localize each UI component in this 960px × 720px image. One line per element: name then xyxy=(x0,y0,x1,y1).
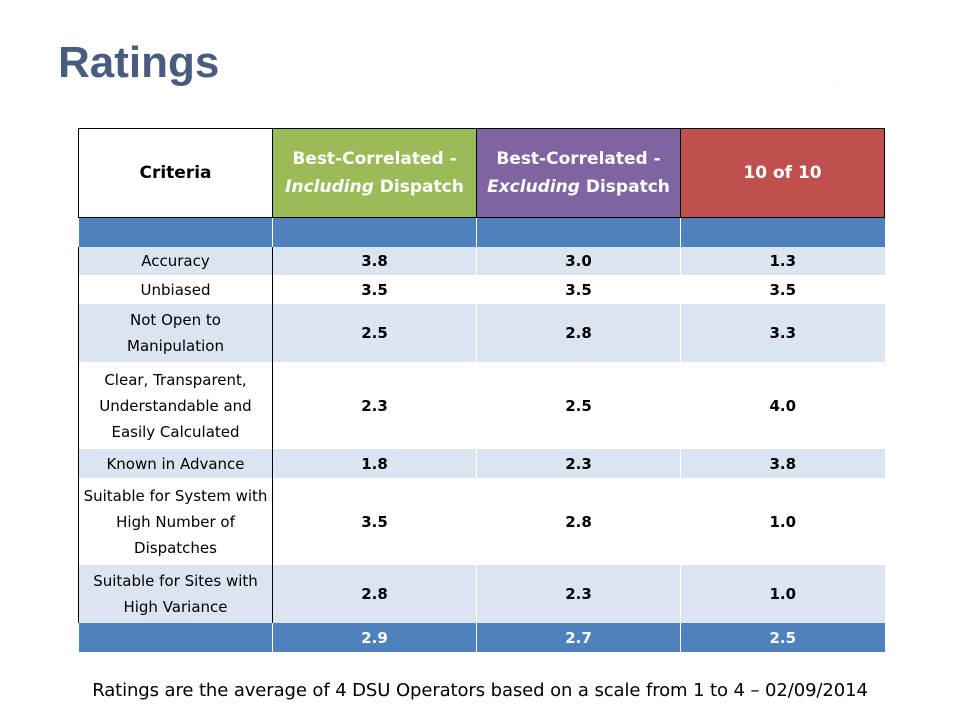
band-cell xyxy=(476,217,681,247)
band-cell xyxy=(78,217,273,247)
header-ten-of-ten: 10 of 10 xyxy=(680,128,885,218)
including-value: 3.5 xyxy=(272,275,477,304)
header-excluding-dispatch: Best-Correlated - Excluding Dispatch xyxy=(476,128,681,218)
header-including-line1: Best-Correlated - xyxy=(292,149,457,169)
criteria-cell: Not Open to Manipulation xyxy=(78,304,273,362)
criteria-cell: Suitable for Sites with High Variance xyxy=(78,565,273,623)
totals-row: 2.9 2.7 2.5 xyxy=(78,623,885,652)
header-excluding-italic: Excluding xyxy=(487,177,580,197)
excluding-value: 2.3 xyxy=(476,565,681,623)
blue-band-row xyxy=(78,217,885,247)
table-row: Accuracy 3.8 3.0 1.3 xyxy=(78,247,885,275)
band-cell xyxy=(680,217,885,247)
ten-value: 3.5 xyxy=(680,275,885,304)
ten-value: 4.0 xyxy=(680,362,885,449)
header-excluding-line1: Best-Correlated - xyxy=(496,149,661,169)
ten-total: 2.5 xyxy=(680,623,885,652)
excluding-value: 2.8 xyxy=(476,478,681,565)
including-value: 2.5 xyxy=(272,304,477,362)
table-row: Known in Advance 1.8 2.3 3.8 xyxy=(78,449,885,478)
including-value: 3.5 xyxy=(272,478,477,565)
table-row: Suitable for System with High Number of … xyxy=(78,478,885,565)
including-value: 2.8 xyxy=(272,565,477,623)
table-row: Clear, Transparent, Understandable and E… xyxy=(78,362,885,449)
including-value: 1.8 xyxy=(272,449,477,478)
ten-value: 3.3 xyxy=(680,304,885,362)
excluding-total: 2.7 xyxy=(476,623,681,652)
including-value: 3.8 xyxy=(272,247,477,275)
ten-value: 1.0 xyxy=(680,478,885,565)
band-cell xyxy=(272,217,477,247)
slide-title: Ratings xyxy=(58,38,220,87)
table-row: Unbiased 3.5 3.5 3.5 xyxy=(78,275,885,304)
excluding-value: 2.5 xyxy=(476,362,681,449)
header-including-italic: Including xyxy=(285,177,374,197)
criteria-cell: Suitable for System with High Number of … xyxy=(78,478,273,565)
ten-value: 1.0 xyxy=(680,565,885,623)
ten-value: 3.8 xyxy=(680,449,885,478)
ten-value: 1.3 xyxy=(680,247,885,275)
including-total: 2.9 xyxy=(272,623,477,652)
header-ten-of-ten-label: 10 of 10 xyxy=(743,163,822,183)
excluding-value: 2.3 xyxy=(476,449,681,478)
criteria-cell: Unbiased xyxy=(78,275,273,304)
excluding-value: 2.8 xyxy=(476,304,681,362)
footnote: Ratings are the average of 4 DSU Operato… xyxy=(92,680,868,701)
totals-label-cell xyxy=(78,623,273,652)
header-including-dispatch: Best-Correlated - Including Dispatch xyxy=(272,128,477,218)
including-value: 2.3 xyxy=(272,362,477,449)
excluding-value: 3.0 xyxy=(476,247,681,275)
excluding-value: 3.5 xyxy=(476,275,681,304)
criteria-cell: Clear, Transparent, Understandable and E… xyxy=(78,362,273,449)
header-row: Criteria Best-Correlated - Including Dis… xyxy=(78,128,885,218)
decorative-dot: . xyxy=(835,76,837,83)
header-criteria-label: Criteria xyxy=(139,163,212,183)
criteria-cell: Known in Advance xyxy=(78,449,273,478)
table-row: Suitable for Sites with High Variance 2.… xyxy=(78,565,885,623)
header-including-rest: Dispatch xyxy=(373,177,464,197)
criteria-cell: Accuracy xyxy=(78,247,273,275)
table-row: Not Open to Manipulation 2.5 2.8 3.3 xyxy=(78,304,885,362)
header-criteria: Criteria xyxy=(78,128,273,218)
header-excluding-rest: Dispatch xyxy=(579,177,670,197)
ratings-table: Criteria Best-Correlated - Including Dis… xyxy=(78,128,885,652)
